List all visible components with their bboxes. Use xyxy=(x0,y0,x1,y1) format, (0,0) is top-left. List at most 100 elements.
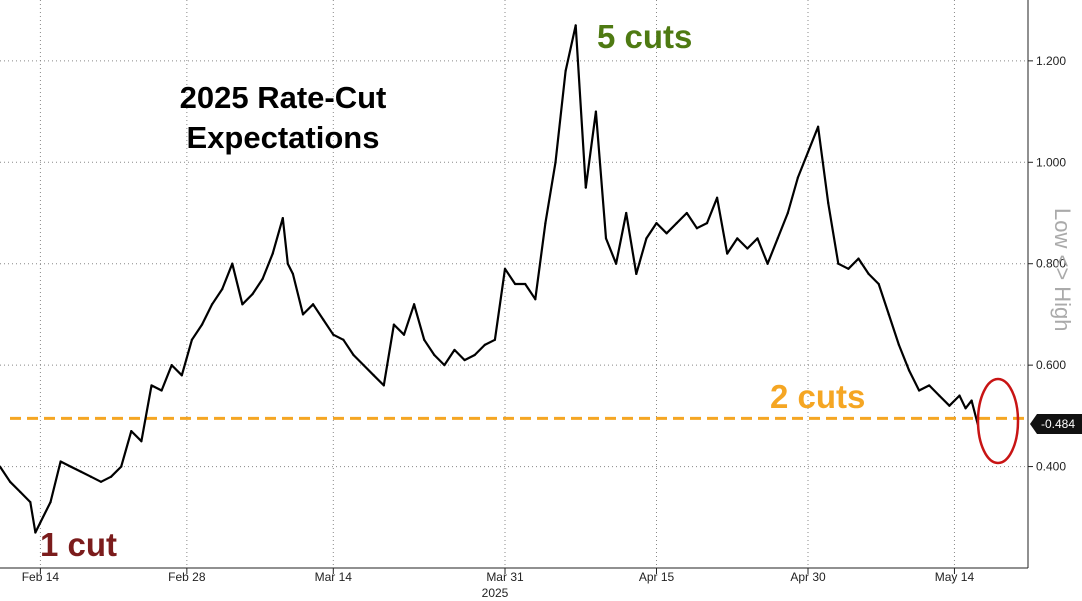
data-point xyxy=(160,389,163,392)
data-point xyxy=(716,196,719,199)
data-point xyxy=(584,186,587,189)
data-point xyxy=(19,490,22,494)
data-point xyxy=(9,480,12,483)
data-point xyxy=(524,282,527,286)
data-point xyxy=(695,227,699,230)
data-point xyxy=(655,222,658,225)
y-tick-label: 1.200 xyxy=(1036,54,1066,68)
data-point xyxy=(322,318,325,321)
data-point xyxy=(645,237,648,240)
data-point xyxy=(938,394,941,397)
data-point xyxy=(847,267,850,270)
data-point xyxy=(827,201,830,204)
data-point xyxy=(604,237,608,240)
data-point xyxy=(69,465,72,468)
data-point xyxy=(514,282,517,286)
data-point xyxy=(413,303,416,306)
data-point xyxy=(958,394,961,397)
x-tick-label: Feb 14 xyxy=(22,570,60,584)
x-tick-label: Feb 28 xyxy=(168,570,206,584)
data-point xyxy=(342,338,345,341)
y-tick-label: 0.800 xyxy=(1036,257,1066,271)
data-point xyxy=(423,338,426,341)
data-point xyxy=(180,374,183,377)
data-point xyxy=(291,272,294,275)
highlight-circle xyxy=(976,377,1020,465)
y-tick-label: 0.400 xyxy=(1036,460,1066,474)
data-point xyxy=(970,399,973,402)
data-point xyxy=(756,237,759,240)
y-tick-label: 1.000 xyxy=(1036,155,1066,169)
data-point xyxy=(685,211,688,215)
data-point xyxy=(786,211,789,215)
data-point xyxy=(39,521,42,524)
data-point xyxy=(110,475,113,478)
data-point xyxy=(59,460,62,463)
chart-title-line-2: Expectations xyxy=(187,120,380,155)
data-point xyxy=(271,252,274,255)
data-point xyxy=(0,465,2,468)
data-point xyxy=(736,237,739,240)
data-point xyxy=(867,272,870,275)
data-point xyxy=(170,364,173,367)
data-point xyxy=(544,222,547,225)
y-tick-label: 0.600 xyxy=(1036,358,1066,372)
data-point xyxy=(200,323,204,326)
data-point xyxy=(433,353,436,357)
data-point xyxy=(635,272,638,275)
data-point xyxy=(362,364,365,367)
data-point xyxy=(231,262,234,265)
data-point xyxy=(806,151,810,154)
data-point xyxy=(281,216,284,220)
data-point xyxy=(312,303,315,306)
data-point xyxy=(534,298,537,301)
data-point xyxy=(907,369,911,372)
last-value-tag-shape xyxy=(1030,413,1082,434)
data-point xyxy=(473,353,476,357)
data-point xyxy=(453,348,456,352)
data-point xyxy=(776,237,779,240)
last-value-tag: -0.484 xyxy=(1030,413,1082,434)
data-point xyxy=(211,303,214,306)
annotation-1-cut: 1 cut xyxy=(40,526,117,563)
annotation-2-cuts: 2 cuts xyxy=(770,378,865,415)
gridlines xyxy=(0,0,1028,568)
annotation-5-cuts: 5 cuts xyxy=(597,18,692,55)
data-point xyxy=(150,384,153,387)
data-point xyxy=(817,125,820,128)
data-point xyxy=(574,24,577,27)
data-point xyxy=(332,333,335,336)
data-point xyxy=(665,232,668,235)
data-point xyxy=(887,313,890,316)
data-point xyxy=(463,358,466,362)
data-point xyxy=(796,176,800,179)
data-point xyxy=(382,384,385,387)
y-axis-label: Low <> High xyxy=(1050,208,1075,332)
data-point xyxy=(251,293,254,296)
series-line xyxy=(0,24,979,534)
last-value-label: -0.484 xyxy=(1041,417,1075,431)
data-point xyxy=(89,475,92,478)
y-ticks: 1.200 1.000 0.800 0.600 0.400 xyxy=(1028,54,1066,474)
x-ticks: Feb 14 Feb 28 Mar 14 Mar 31 Apr 15 Apr 30 May … xyxy=(22,568,975,584)
data-point xyxy=(928,384,931,387)
x-tick-label: Mar 31 xyxy=(486,570,524,584)
data-point xyxy=(564,69,567,73)
data-point xyxy=(594,110,598,113)
chart-title-line-1: 2025 Rate-Cut xyxy=(180,80,387,115)
data-point xyxy=(190,338,193,341)
year-label: 2025 xyxy=(482,586,509,600)
x-tick-label: May 14 xyxy=(935,570,975,584)
data-point xyxy=(877,282,880,286)
series-points xyxy=(0,24,979,534)
data-point xyxy=(99,480,103,483)
data-point xyxy=(675,222,678,225)
data-point xyxy=(964,407,967,410)
data-point xyxy=(746,247,749,250)
data-point xyxy=(286,262,289,265)
data-point xyxy=(483,343,486,346)
data-point xyxy=(948,404,951,407)
data-point xyxy=(221,287,224,291)
data-point xyxy=(897,343,901,346)
